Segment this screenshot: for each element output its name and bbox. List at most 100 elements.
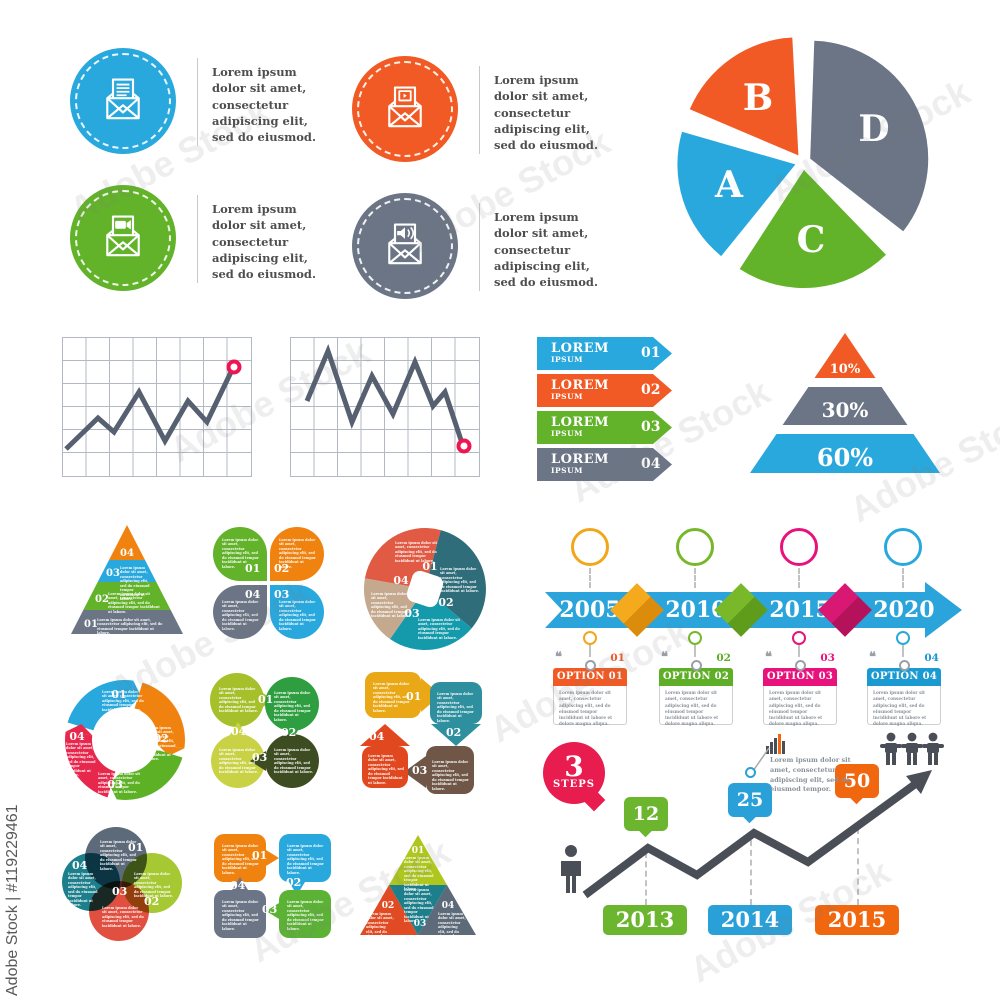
step-number: 02: [95, 594, 109, 605]
bar-label: LOREM: [551, 452, 610, 467]
placeholder-text: Lorem ipsum dolor sit amet, consectetur …: [440, 567, 480, 594]
clover-tip: [250, 751, 266, 771]
arrow-down-icon: [431, 724, 481, 746]
ring-icon: [795, 660, 806, 671]
step-number: 01: [128, 841, 144, 854]
placeholder-text: Lorem ipsum dolor sit amet, consectetur …: [404, 856, 434, 891]
option-card-2: ❝ 02 OPTION 02 Lorem ipsum dolor sit ame…: [659, 651, 733, 726]
placeholder-text: Lorem ipsum dolor sit amet, consectetur …: [222, 844, 259, 875]
connector: [857, 828, 859, 905]
year-plate-2015: 2015: [815, 905, 899, 935]
placeholder-text: Lorem ipsum dolor sit amet, consectetur …: [437, 692, 474, 723]
step-number: 03: [107, 778, 122, 791]
bar-label: LOREM: [551, 415, 610, 430]
uptrend-line-chart: [62, 337, 252, 477]
placeholder-text: Lorem ipsum dolor sit amet, consectetur …: [98, 772, 141, 794]
step-number: 04: [230, 879, 246, 892]
placeholder-text: Lorem ipsum dolor sit amet, consectetur …: [274, 748, 314, 775]
watermark-credit: Adobe Stock | #119229461: [4, 804, 21, 996]
clover-leaf-02: [265, 677, 319, 731]
placeholder-text: Lorem ipsum dolor sit amet, consectetur …: [146, 726, 176, 761]
option-number: 03: [820, 652, 835, 664]
bar-number: 01: [641, 345, 661, 361]
placeholder-text: Lorem ipsum dolor sit amet, consectetur …: [279, 538, 316, 569]
step-number: 03: [106, 568, 120, 579]
mail-letter-icon: [106, 78, 140, 120]
mail-circle-blue: [70, 48, 176, 154]
pointer-right-icon: [266, 850, 279, 866]
placeholder-text: Lorem ipsum dolor sit amet, consectetur …: [222, 538, 259, 569]
timeline-node-circle: [571, 528, 609, 566]
speech-square-02: [279, 834, 331, 882]
option-number: 04: [924, 652, 939, 664]
year-plate-2014: 2014: [708, 905, 792, 935]
voice-mail-icon: [388, 223, 422, 265]
connector: [694, 645, 696, 657]
mail-card-text: Lorem ipsum dolor sit amet, consectetur …: [494, 210, 598, 290]
option-number: 02: [716, 652, 731, 664]
bar-number: 02: [641, 382, 661, 398]
value-pin-50: 50: [835, 764, 879, 798]
venn-circle-03: [89, 881, 149, 941]
timeline-dot: [792, 631, 806, 645]
step-number: 03: [414, 919, 427, 929]
pie-label-c: C: [797, 219, 826, 261]
timeline-node-circle: [884, 528, 922, 566]
step-number: 04: [120, 548, 134, 559]
quote-icon: ❝: [869, 650, 876, 665]
step-number: 01: [252, 849, 268, 862]
pointer-left-icon: [266, 903, 279, 919]
placeholder-text: Lorem ipsum dolor sit amet, consectetur …: [395, 541, 438, 563]
step-number: 03: [412, 764, 428, 777]
four-step-pyramid: 04 03 02 01: [71, 525, 183, 634]
ring-icon: [585, 660, 596, 671]
people-group-icon: [880, 732, 944, 765]
year-plate-2013: 2013: [603, 905, 687, 935]
speech-square-03: [279, 890, 331, 938]
bar-sublabel: IPSUM: [551, 429, 583, 438]
divider: [479, 203, 480, 291]
clover-leaf-01: [210, 673, 264, 727]
step-number: 04: [245, 588, 261, 601]
option-number: 01: [610, 652, 625, 664]
person-icon: [561, 845, 581, 893]
connector: [645, 852, 647, 905]
dashed-ring: [357, 198, 453, 294]
quote-icon: ❝: [555, 650, 562, 665]
pyramid-value-base: 60%: [817, 443, 873, 472]
placeholder-text: Lorem ipsum dolor sit amet, consectetur …: [108, 592, 160, 614]
step-number: 01: [111, 688, 126, 701]
mail-card-text: Lorem ipsum dolor sit amet, consectetur …: [212, 202, 316, 282]
arrow-up-icon: [360, 724, 410, 746]
segmented-triangle-chart: 01 02 03 04: [360, 835, 476, 935]
cycle-arrow-03: [426, 746, 474, 794]
lorem-bar-2: LOREM IPSUM 02: [537, 374, 672, 407]
timeline-dot: [583, 631, 597, 645]
step-number: 03: [274, 588, 290, 601]
petal-04: [213, 585, 267, 639]
placeholder-text: Lorem ipsum dolor sit amet, consectetur …: [120, 566, 150, 601]
cycle-arrow-04: [362, 746, 408, 788]
lorem-bar-1: LOREM IPSUM 01: [537, 337, 672, 370]
option-card-3: ❝ 03 OPTION 03 Lorem ipsum dolor sit ame…: [763, 651, 837, 726]
pyramid-value-top: 10%: [830, 362, 861, 377]
placeholder-text: Lorem ipsum dolor sit amet, consectetur …: [102, 906, 144, 928]
placeholder-text: Lorem ipsum dolor sit amet, consectetur …: [287, 900, 324, 931]
option-text: Lorem ipsum dolor sit amet, consectetur …: [867, 686, 941, 726]
divider: [479, 66, 480, 154]
petal-01: [213, 527, 267, 581]
steps-value: 3: [564, 750, 584, 783]
timeline-dot: [896, 631, 910, 645]
ring-icon: [691, 660, 702, 671]
placeholder-text: Lorem ipsum dolor sit amet, consectetur …: [418, 618, 461, 640]
option-title: OPTION 01: [553, 668, 627, 686]
mail-circle-orange: [352, 56, 458, 162]
connector: [798, 568, 800, 588]
petal-02: [270, 527, 324, 581]
timeline-node-circle: [676, 528, 714, 566]
step-number: 02: [438, 596, 453, 609]
bar-label: LOREM: [551, 378, 610, 393]
cycle-arrow-01: [365, 672, 421, 718]
step-number: 01: [245, 562, 261, 575]
pie-chart: B D A C: [677, 37, 929, 289]
